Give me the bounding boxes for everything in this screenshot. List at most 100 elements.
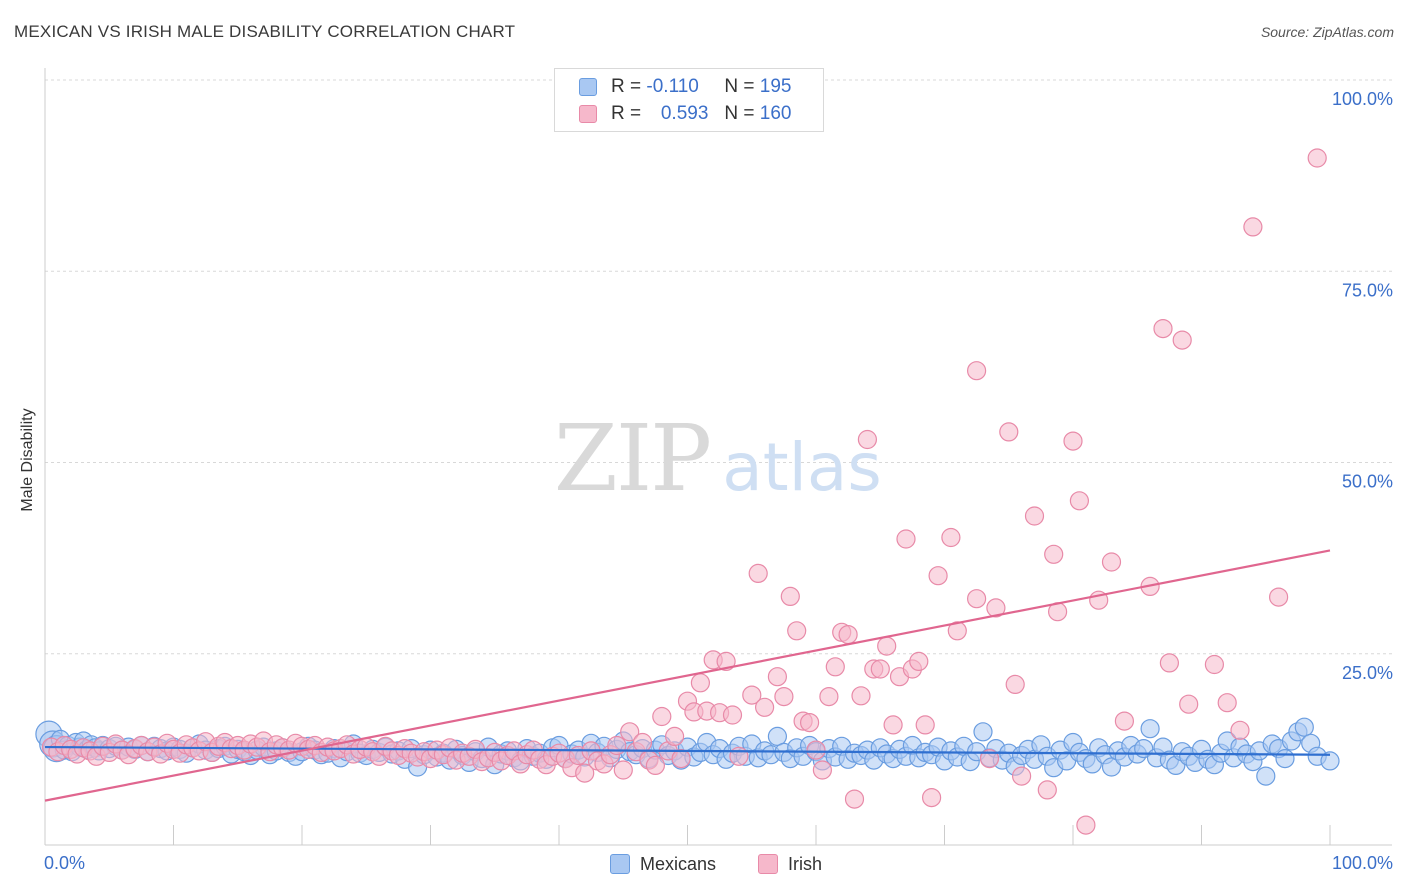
irish-point (844, 789, 865, 809)
irish-point (1044, 544, 1064, 564)
y-tick-label: 25.0% (1342, 663, 1393, 683)
irish-point (883, 715, 903, 735)
irish-point (1005, 674, 1025, 695)
irish-point (870, 659, 890, 679)
y-tick-label: 50.0% (1342, 472, 1393, 492)
irish-point (1268, 587, 1289, 607)
irish-point (979, 748, 1000, 769)
irish-point (664, 726, 685, 747)
irish-point (716, 651, 736, 672)
irish-point (966, 361, 987, 381)
x-tick-label: 100.0% (1332, 853, 1393, 873)
irish-point (748, 563, 768, 584)
irish-point (722, 705, 743, 725)
irish-point (1063, 431, 1083, 451)
irish-point (613, 760, 633, 780)
legend-r-value: -0.110 (646, 76, 699, 97)
irish-point (652, 706, 672, 727)
mexicans-point (1320, 751, 1340, 771)
mexicans-point (1294, 717, 1314, 737)
trend-lines (44, 549, 1331, 802)
irish-point (1159, 653, 1180, 673)
irish-point (1011, 766, 1032, 786)
bottom-legend-label-irish: Irish (788, 853, 823, 874)
axes (44, 68, 1392, 846)
y-tick-label: 75.0% (1342, 280, 1393, 300)
legend-r-label: R = (611, 76, 642, 97)
mexicans-point (767, 726, 788, 747)
trend-line-irish (44, 549, 1331, 802)
irish-point (915, 715, 935, 735)
legend-row-mexicans: R = -0.110 N = 195 (579, 75, 791, 99)
irish-point (819, 686, 839, 707)
watermark-atlas: atlas (722, 429, 882, 506)
irish-point (825, 657, 845, 677)
bottom-legend-swatch-irish (758, 854, 778, 874)
irish-point (986, 598, 1006, 618)
irish-point (1037, 780, 1057, 800)
legend-swatch-irish (579, 105, 597, 123)
irish-point (729, 746, 749, 766)
irish-point (1153, 319, 1173, 339)
irish-point (671, 748, 691, 769)
irish-point (812, 760, 833, 780)
mexicans-point (1256, 766, 1276, 786)
irish-point (966, 589, 987, 609)
legend-n-label: N = (724, 76, 755, 97)
irish-point (1204, 654, 1225, 675)
bottom-legend-label-mexicans: Mexicans (640, 853, 717, 874)
irish-point (754, 697, 775, 717)
irish-point (851, 686, 871, 706)
mexicans-point (973, 722, 993, 742)
irish-point (1217, 693, 1237, 713)
irish-point (690, 673, 711, 693)
x-tick-label: 0.0% (44, 853, 85, 873)
irish-point (1069, 491, 1090, 511)
irish-point (999, 422, 1019, 442)
irish-point (607, 735, 627, 756)
irish-point (1179, 694, 1199, 714)
irish-point (632, 732, 653, 753)
irish-point (742, 685, 762, 705)
irish-point (1243, 217, 1263, 237)
mexicans-point (1101, 757, 1122, 777)
irish-point (1230, 720, 1250, 740)
chart-source: Source: ZipAtlas.com (1260, 24, 1394, 40)
irish-point (1101, 552, 1122, 572)
irish-point (909, 651, 929, 672)
irish-point (767, 667, 788, 687)
irish-point (1172, 330, 1192, 350)
irish-point (1307, 148, 1327, 168)
irish-point (941, 527, 961, 548)
legend-n-value: 160 (759, 103, 792, 124)
irish-point (645, 755, 666, 776)
watermark: ZIP atlas (554, 405, 882, 512)
irish-point (1076, 815, 1096, 835)
irish-point (838, 624, 858, 645)
irish-point (575, 763, 595, 783)
irish-point (799, 712, 820, 733)
bottom-legend-irish: Irish (758, 852, 822, 876)
chart-title: MEXICAN VS IRISH MALE DISABILITY CORRELA… (14, 22, 516, 41)
irish-point (857, 429, 878, 450)
bottom-legend-mexicans: Mexicans (610, 852, 716, 876)
irish-point (928, 566, 948, 586)
irish-point (921, 787, 942, 808)
mexicans-point (1140, 719, 1160, 739)
tick-labels: 100.0% 75.0% 50.0% 25.0% 0.0% 100.0% (44, 89, 1393, 873)
irish-point (947, 621, 967, 641)
irish-point (620, 722, 640, 742)
irish-point (1024, 506, 1045, 526)
watermark-zip: ZIP (554, 405, 710, 512)
irish-point (1114, 711, 1135, 731)
irish-point (780, 586, 800, 607)
legend: R = -0.110 N = 195 R = 0.593 N = 160 (554, 68, 824, 132)
legend-row-irish: R = 0.593 N = 160 (579, 102, 791, 126)
y-tick-label: 100.0% (1332, 89, 1393, 109)
legend-swatch-mexicans (579, 78, 597, 96)
irish-point (774, 686, 794, 707)
irish-point (877, 636, 897, 656)
irish-point (787, 621, 807, 641)
irish-point (806, 740, 826, 760)
